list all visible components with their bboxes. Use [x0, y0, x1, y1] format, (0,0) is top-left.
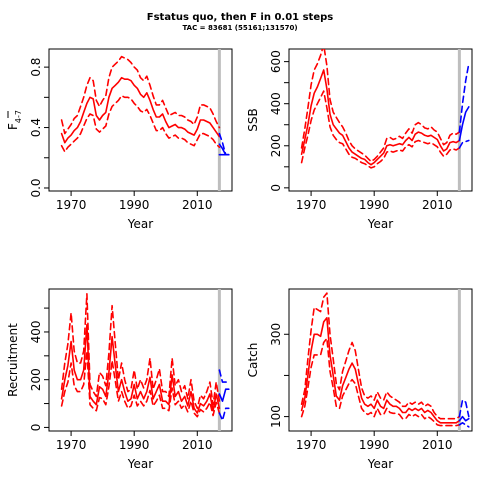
chart-fbar-panel: 1970 1990 2010 0.0 0.4 0.8 Year F4-7 — [6, 48, 233, 231]
chart-ssb-x-tick-label: 1970 — [296, 198, 327, 212]
chart-fbar-y-tick-label: 0.4 — [29, 118, 43, 137]
chart-catch-historic-median-line — [300, 317, 461, 424]
chart-catch-projection-lower-line — [458, 422, 470, 428]
figure-subtitle: TAC = 83681 (55161;131570) — [182, 24, 297, 32]
chart-fbar-y-tick-label: 0.8 — [29, 58, 43, 77]
chart-recruitment-x-tick-label: 1970 — [56, 438, 87, 452]
chart-ssb-y-tick-label: 0 — [269, 184, 283, 192]
chart-ssb-y-axis-label: SSB — [246, 108, 260, 131]
chart-catch-panel: 1970 1990 2010 100 300 Year Catch — [246, 288, 473, 471]
chart-fbar-y-axis-label: F4-7 — [6, 110, 23, 130]
chart-ssb-historic-median-line — [300, 69, 461, 166]
chart-ssb-x-tick-label: 1990 — [359, 198, 390, 212]
chart-fbar-x-tick-label: 2010 — [182, 198, 213, 212]
chart-catch-y-tick-label: 100 — [269, 405, 283, 428]
chart-recruitment-projection-median-line — [218, 388, 230, 402]
chart-recruitment-historic-lower-line — [60, 350, 221, 418]
chart-recruitment-frame — [48, 288, 233, 432]
chart-fbar-projection-upper-line — [218, 132, 230, 156]
chart-ssb-x-tick-label: 2010 — [422, 198, 453, 212]
chart-fbar-y-axis-label-subscript: 4-7 — [14, 110, 23, 123]
chart-fbar-historic-median-line — [60, 76, 221, 144]
chart-recruitment-historic-median-line — [60, 324, 221, 414]
chart-ssb-y-tick-label: 600 — [269, 50, 283, 73]
chart-catch-x-axis-label: Year — [367, 457, 393, 471]
chart-ssb-projection-upper-line — [458, 62, 470, 133]
chart-ssb-y-tick-label: 200 — [269, 134, 283, 157]
chart-catch-frame — [288, 288, 473, 432]
chart-fbar-frame — [48, 48, 233, 192]
chart-fbar-plot-area — [60, 49, 230, 191]
chart-recruitment-x-axis-label: Year — [127, 457, 153, 471]
chart-ssb-projection-lower-line — [458, 139, 470, 149]
chart-ssb-projection-median-line — [458, 106, 470, 142]
chart-catch-y-axis-label: Catch — [246, 343, 260, 378]
chart-recruitment-x-tick-label: 1990 — [119, 438, 150, 452]
chart-catch-historic-lower-line — [300, 337, 461, 427]
chart-recruitment-historic-upper-line — [60, 293, 221, 410]
chart-ssb-y-tick-label: 400 — [269, 92, 283, 115]
chart-catch-plot-area — [300, 289, 470, 431]
chart-ssb-historic-lower-line — [300, 90, 461, 169]
chart-ssb-historic-upper-line — [300, 49, 461, 163]
chart-recruitment-y-tick-label: 200 — [29, 368, 43, 391]
chart-catch-projection-median-line — [458, 415, 470, 422]
chart-fbar-x-tick-label: 1990 — [119, 198, 150, 212]
chart-fbar-x-tick-label: 1970 — [56, 198, 87, 212]
chart-recruitment-x-tick-label: 2010 — [182, 438, 213, 452]
chart-fbar-historic-lower-line — [60, 95, 221, 153]
chart-catch-y-tick-label: 300 — [269, 323, 283, 346]
chart-recruitment-y-axis-label: Recruitment — [6, 323, 20, 397]
chart-fbar-historic-upper-line — [60, 55, 221, 135]
chart-catch-x-tick-label: 1970 — [296, 438, 327, 452]
chart-catch-x-tick-label: 2010 — [422, 438, 453, 452]
chart-ssb-frame — [288, 48, 473, 192]
chart-fbar-x-axis-label: Year — [127, 217, 153, 231]
chart-ssb-x-axis-label: Year — [367, 217, 393, 231]
chart-recruitment-projection-lower-line — [218, 407, 230, 422]
chart-ssb-plot-area — [300, 49, 470, 191]
chart-recruitment-projection-upper-line — [218, 369, 230, 383]
chart-recruitment-panel: 1970 1990 2010 0 200 400 Year Recruitment — [6, 288, 233, 471]
chart-catch-historic-upper-line — [300, 292, 461, 420]
chart-catch-x-tick-label: 1990 — [359, 438, 390, 452]
chart-recruitment-plot-area — [60, 289, 230, 431]
chart-ssb-panel: 1970 1990 2010 0 200 400 600 Year SSB — [246, 48, 473, 231]
figure-title: Fstatus quo, then F in 0.01 steps — [147, 12, 334, 23]
chart-recruitment-y-tick-label: 0 — [29, 424, 43, 432]
chart-recruitment-y-tick-label: 400 — [29, 321, 43, 344]
chart-fbar-y-tick-label: 0.0 — [29, 178, 43, 197]
